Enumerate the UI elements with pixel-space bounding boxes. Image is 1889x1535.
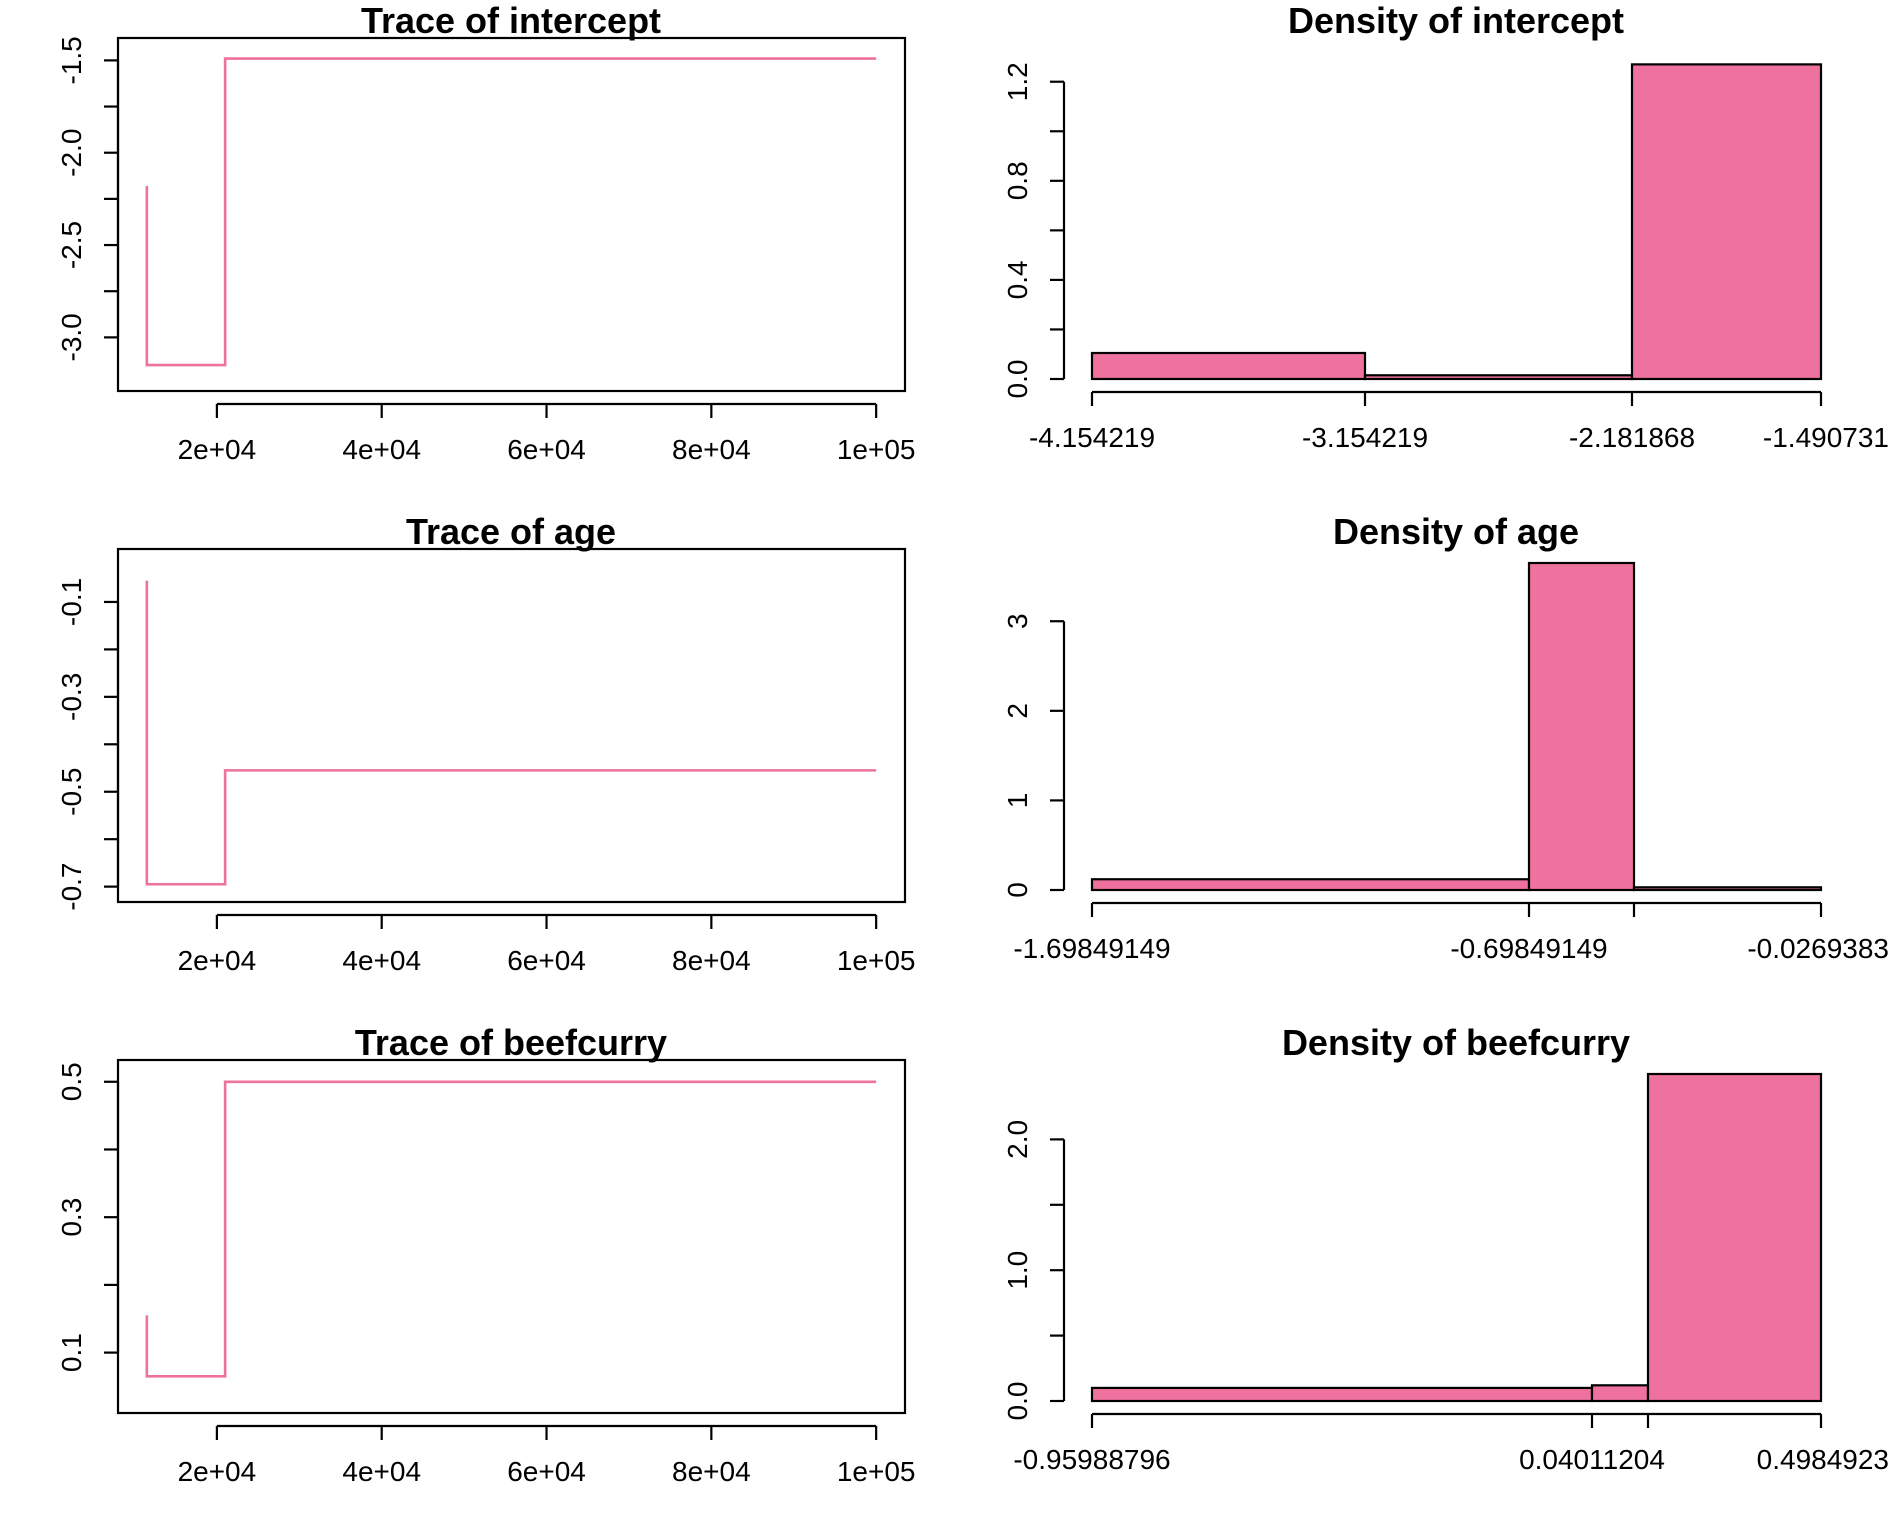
histogram-bar	[1632, 886, 1823, 892]
chart-title: Trace of age	[406, 511, 616, 552]
x-tick-label: 4e+04	[342, 1456, 421, 1487]
y-tick-label: 1	[1002, 793, 1033, 809]
y-tick-label: 2.0	[1002, 1120, 1033, 1159]
x-tick-label: 6e+04	[507, 945, 586, 976]
y-tick-label: 0.3	[56, 1198, 87, 1237]
x-tick-label: 2e+04	[178, 1456, 257, 1487]
x-tick-label: 8e+04	[672, 1456, 751, 1487]
x-tick-label: -1.490731	[1763, 422, 1889, 453]
x-tick-label: -2.181868	[1569, 422, 1695, 453]
y-tick-label: -2.0	[56, 129, 87, 177]
x-tick-label: -1.69849149	[1013, 933, 1170, 964]
density-age-panel: Density of age -1.69849149 -0.69849149 -0.…	[1002, 511, 1889, 964]
y-tick-label: -0.7	[56, 863, 87, 911]
x-tick-label: 2e+04	[178, 434, 257, 465]
trace-line	[145, 1080, 877, 1378]
x-tick-label: 4e+04	[342, 945, 421, 976]
histogram-bar	[1527, 561, 1636, 892]
x-tick-label: -0.0269383	[1747, 933, 1889, 964]
histogram-bar	[1090, 1386, 1594, 1403]
y-tick-label: 0	[1002, 882, 1033, 898]
density-intercept-panel: Density of intercept -4.154219 -3.154219 -…	[1002, 0, 1889, 453]
trace-line	[145, 57, 877, 367]
x-tick-label: 1e+05	[837, 434, 916, 465]
y-tick-label: 0.8	[1002, 161, 1033, 200]
chart-title: Trace of intercept	[361, 0, 661, 41]
histogram-bar	[1090, 351, 1367, 381]
y-tick-label: 3	[1002, 613, 1033, 629]
y-tick-label: -2.5	[56, 221, 87, 269]
x-tick-label: 8e+04	[672, 434, 751, 465]
x-tick-label: 8e+04	[672, 945, 751, 976]
x-tick-label: 0.4984923	[1757, 1444, 1889, 1475]
trace-beefcurry-panel: Trace of beefcurry 2e+04 4e+04 6e+04 8e+04 1…	[56, 1022, 915, 1487]
trace-intercept-panel: Trace of intercept 2e+04 4e+04 6e+04 8e+04 1…	[56, 0, 915, 465]
histogram-bar	[1630, 63, 1823, 381]
chart-title: Density of age	[1333, 511, 1579, 552]
chart-title: Trace of beefcurry	[355, 1022, 667, 1063]
x-tick-label: 6e+04	[507, 1456, 586, 1487]
y-tick-label: 1.0	[1002, 1251, 1033, 1290]
x-tick-label: -0.69849149	[1450, 933, 1607, 964]
trace-age-panel: Trace of age 2e+04 4e+04 6e+04 8e+04 1e+05 -0…	[56, 511, 915, 976]
histogram-bar	[1590, 1384, 1650, 1403]
y-tick-label: 2	[1002, 703, 1033, 719]
y-tick-label: 0.5	[56, 1062, 87, 1101]
y-tick-label: 0.0	[1002, 1382, 1033, 1421]
plot-frame	[116, 36, 907, 393]
histogram-bar	[1646, 1072, 1823, 1403]
plot-frame	[116, 1058, 907, 1415]
x-tick-label: -3.154219	[1302, 422, 1428, 453]
histogram-bar	[1090, 878, 1531, 892]
x-tick-label: 4e+04	[342, 434, 421, 465]
y-tick-label: 1.2	[1002, 62, 1033, 101]
x-tick-label: 6e+04	[507, 434, 586, 465]
y-tick-label: -0.3	[56, 673, 87, 721]
y-tick-label: 0.0	[1002, 360, 1033, 399]
density-beefcurry-panel: Density of beefcurry -0.95988796 0.040112…	[1002, 1022, 1889, 1475]
x-tick-label: -0.95988796	[1013, 1444, 1170, 1475]
y-tick-label: -1.5	[56, 36, 87, 84]
y-tick-label: 0.4	[1002, 260, 1033, 299]
y-tick-label: -0.1	[56, 578, 87, 626]
trace-line	[145, 580, 877, 886]
plot-frame	[116, 547, 907, 904]
y-tick-label: 0.1	[56, 1333, 87, 1372]
x-tick-label: -4.154219	[1029, 422, 1155, 453]
y-tick-label: -0.5	[56, 768, 87, 816]
chart-title: Density of beefcurry	[1282, 1022, 1630, 1063]
chart-title: Density of intercept	[1288, 0, 1624, 41]
x-tick-label: 1e+05	[837, 1456, 916, 1487]
x-tick-label: 0.04011204	[1519, 1444, 1665, 1475]
histogram-bar	[1363, 374, 1634, 381]
x-tick-label: 2e+04	[178, 945, 257, 976]
x-tick-label: 1e+05	[837, 945, 916, 976]
y-tick-label: -3.0	[56, 313, 87, 361]
